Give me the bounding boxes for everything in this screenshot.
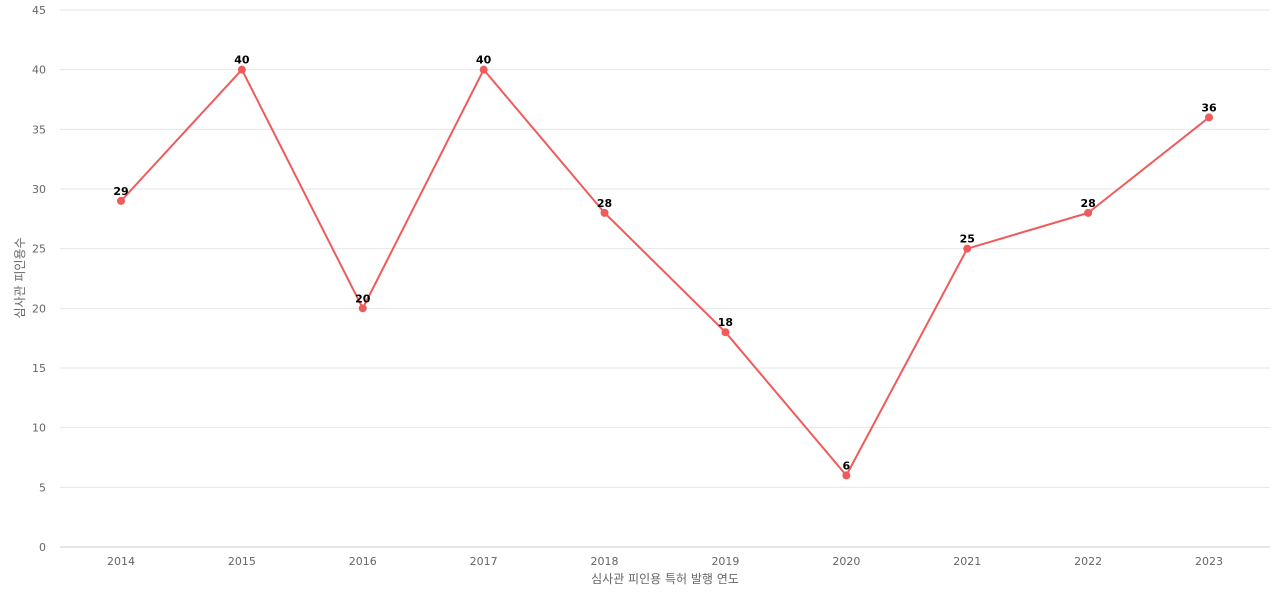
grid	[60, 9, 1270, 548]
y-tick-label: 20	[32, 302, 46, 315]
data-label: 40	[234, 54, 250, 67]
data-label: 18	[718, 316, 733, 329]
data-point[interactable]	[1205, 113, 1213, 122]
data-point[interactable]	[117, 196, 125, 205]
x-axis-title: 심사관 피인용 특허 발행 연도	[591, 571, 739, 586]
x-tick-label: 2023	[1195, 555, 1223, 568]
x-tick-label: 2021	[953, 555, 981, 568]
data-label: 28	[1080, 197, 1095, 210]
data-point[interactable]	[479, 65, 488, 74]
x-tick-label: 2022	[1074, 555, 1102, 568]
y-tick-label: 40	[32, 64, 46, 77]
y-axis: 0 5 10 15 20 25 30 35 40 45	[32, 4, 46, 554]
series-line	[120, 68, 1210, 477]
y-tick-label: 25	[32, 243, 46, 256]
data-labels: 29 40 20 40 28 18 6 25 28 36	[113, 54, 1217, 473]
data-point[interactable]	[1084, 208, 1093, 217]
data-label: 36	[1201, 101, 1217, 114]
x-tick-label: 2014	[107, 555, 135, 568]
series	[117, 65, 1213, 480]
x-tick-label: 2018	[591, 555, 619, 568]
data-point[interactable]	[358, 304, 367, 313]
data-label: 40	[476, 54, 492, 67]
x-tick-label: 2020	[832, 555, 860, 568]
x-axis: 2014 2015 2016 2017 2018 2019 2020 2021 2022 2023	[107, 555, 1223, 568]
y-tick-label: 15	[32, 362, 46, 375]
data-label: 6	[843, 459, 851, 472]
data-label: 25	[960, 233, 975, 246]
y-tick-label: 10	[32, 422, 46, 435]
y-axis-title: 심사관 피인용수	[13, 237, 27, 318]
x-tick-label: 2019	[711, 555, 739, 568]
data-point[interactable]	[842, 471, 851, 480]
data-point[interactable]	[600, 208, 609, 217]
data-label: 20	[355, 292, 371, 305]
x-tick-label: 2016	[349, 555, 377, 568]
y-tick-label: 45	[32, 4, 46, 17]
data-point[interactable]	[721, 328, 730, 337]
data-point[interactable]	[237, 65, 246, 74]
x-tick-label: 2017	[470, 555, 498, 568]
y-tick-label: 5	[39, 481, 46, 494]
data-point[interactable]	[963, 244, 972, 253]
y-tick-label: 35	[32, 123, 46, 136]
data-label: 28	[597, 197, 612, 210]
y-tick-label: 0	[39, 541, 46, 554]
y-tick-label: 30	[32, 183, 46, 196]
x-tick-label: 2015	[228, 555, 256, 568]
data-label: 29	[113, 185, 128, 198]
